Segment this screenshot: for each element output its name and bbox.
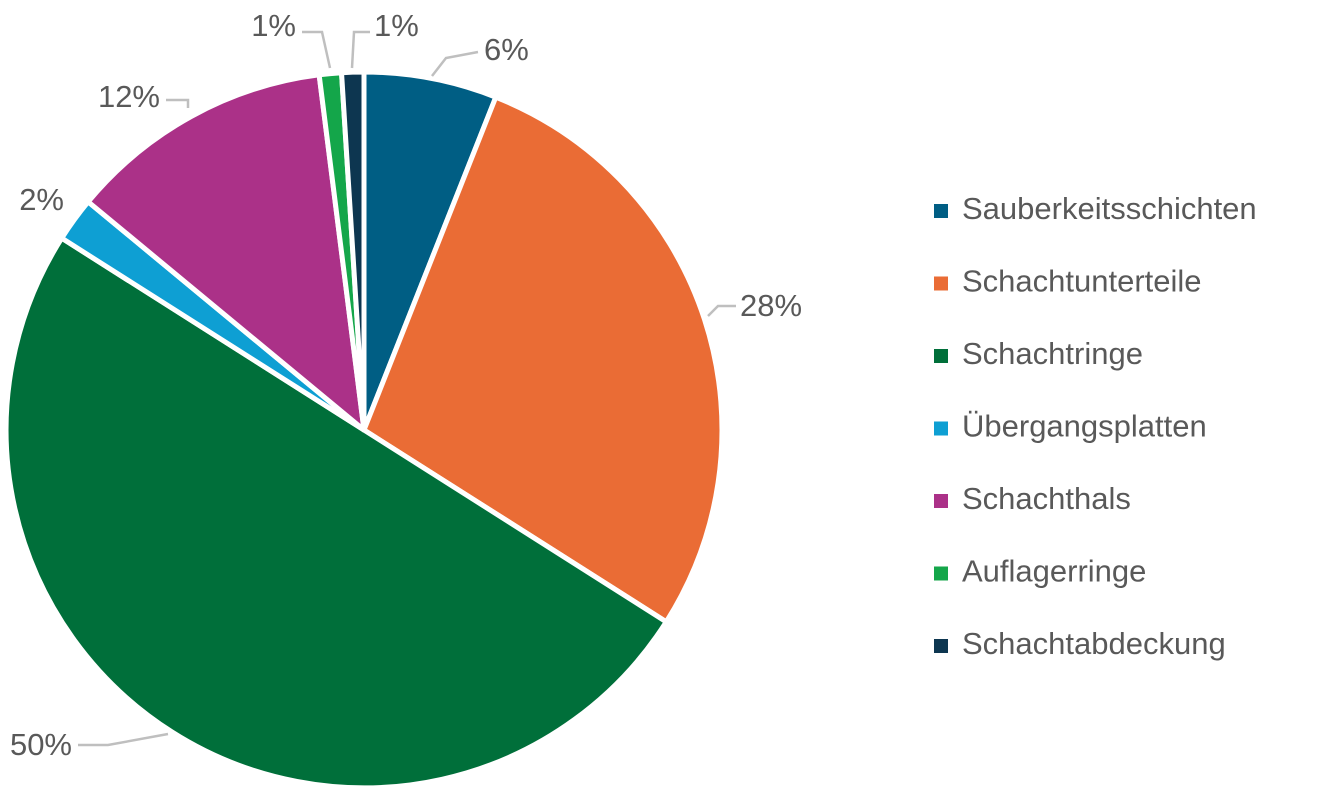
leader-line — [166, 98, 190, 108]
legend-swatch — [934, 421, 948, 436]
data-label: 50% — [10, 727, 72, 762]
legend-label: Auflagerringe — [962, 554, 1146, 589]
legend: Sauberkeitsschichten Schachtunterteile Sch… — [934, 191, 1257, 661]
pie-slice-schachtabdeckung — [339, 69, 367, 433]
legend-label: Sauberkeitsschichten — [962, 191, 1257, 226]
data-label: 2% — [19, 182, 64, 217]
legend-swatch — [934, 204, 948, 218]
legend-label: Schachtunterteile — [962, 264, 1202, 299]
legend-label: Schachtabdeckung — [962, 626, 1226, 661]
legend-swatch — [934, 494, 948, 508]
data-labels: 6% 28% 50% 2% 12% 1% 1% — [10, 8, 802, 762]
leader-lines — [78, 30, 736, 747]
pie-slice-schachtunterteile — [361, 94, 725, 625]
data-label: 12% — [98, 79, 160, 114]
data-label: 1% — [374, 8, 419, 43]
legend-swatch — [934, 276, 948, 291]
legend-label: Schachthals — [962, 481, 1131, 516]
leader-line — [78, 732, 169, 747]
pie-slice-schachtringe — [3, 235, 669, 787]
data-label: 6% — [484, 32, 529, 67]
leader-line — [350, 30, 370, 69]
leader-line — [302, 30, 332, 69]
pie-slices — [3, 69, 725, 787]
legend-label: Übergangsplatten — [962, 409, 1207, 444]
leader-line — [707, 304, 736, 317]
legend-label: Schachtringe — [962, 336, 1143, 371]
leader-line — [431, 50, 479, 77]
legend-swatch — [934, 349, 948, 363]
data-label: 1% — [251, 8, 296, 43]
legend-swatch — [934, 639, 948, 653]
data-label: 28% — [740, 288, 802, 323]
pie-slice-schachthals — [85, 72, 367, 433]
legend-swatch — [934, 566, 948, 581]
